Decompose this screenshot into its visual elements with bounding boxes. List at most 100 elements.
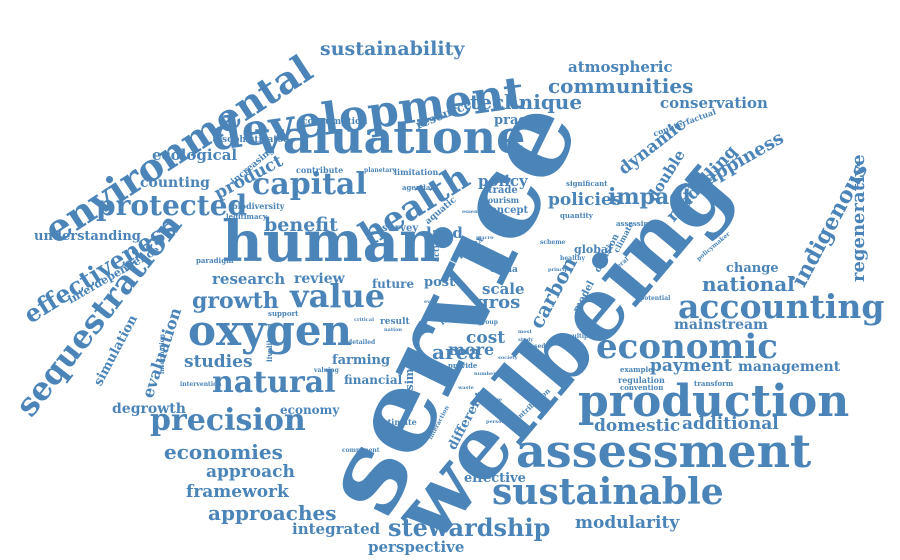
word-manage: manage [480, 397, 503, 403]
word-modularity: modularity [575, 513, 680, 533]
word-post: post [424, 275, 456, 290]
word-agenda: agenda [402, 183, 431, 192]
word-sophisticated: sophisticated [222, 135, 290, 145]
word-most: most [518, 329, 532, 335]
word-management: management [738, 359, 841, 375]
word-estimate: estimate [378, 417, 417, 427]
word-practice: practice [494, 113, 554, 128]
word-tourism: tourism [484, 195, 520, 205]
word-financial: financial [344, 373, 403, 387]
word-studies: studies [184, 352, 253, 372]
word-planetary: planetary [364, 167, 396, 174]
word-value: value [290, 277, 386, 315]
word-support: support [268, 309, 299, 318]
word-contribute: contribute [296, 165, 344, 175]
word-quantity: quantity [560, 211, 593, 220]
word-scale: scale [482, 280, 525, 298]
word-macro: macro [476, 235, 494, 241]
word-review: review [294, 271, 345, 287]
word-component: component [342, 447, 380, 454]
word-multiple: multiple [566, 333, 595, 340]
word-domestic: domestic [594, 416, 681, 436]
word-critical: critical [354, 317, 374, 323]
word-number: number [474, 371, 496, 377]
word-significant: significant [566, 179, 608, 188]
word-effective: effective [464, 471, 526, 486]
word-capital: capital [252, 167, 367, 202]
word-natural: natural [212, 365, 336, 400]
word-conservation: conservation [660, 94, 768, 112]
word-technique: technique [470, 90, 583, 114]
word-atmospheric: atmospheric [568, 58, 673, 76]
word-economy: economy [280, 403, 340, 417]
word-regulation: regulation [618, 375, 665, 385]
word-concept: concept [484, 205, 529, 216]
word-approach: approach [206, 462, 295, 482]
word-accounting: accounting [678, 287, 885, 326]
word-economies: economies [164, 440, 283, 464]
word-social: social [482, 255, 502, 262]
word-policies: policies [548, 190, 622, 210]
word-impact: impact [608, 184, 693, 210]
word-livelihood: livelihood [265, 323, 274, 362]
word-valuatione: valuatione [256, 110, 526, 164]
word-provide: provide [448, 361, 478, 370]
word-nature: nature [488, 219, 522, 229]
word-land: land [426, 224, 463, 242]
word-detailed: detailed [348, 339, 376, 346]
word-consumption: consumption [302, 117, 368, 127]
word-biodiversity: biodiversity [232, 201, 285, 211]
word-principle: principle [548, 267, 574, 273]
word-personnel: personnel [486, 419, 514, 425]
word-additional: additional [682, 414, 779, 434]
word-potential: potential [640, 295, 671, 302]
word-national: national [702, 272, 795, 296]
word-regenerative: regenerative [848, 154, 869, 282]
word-area: area [432, 340, 482, 364]
word-example: example [620, 365, 653, 374]
word-approaches: approaches [208, 501, 337, 525]
word-mainstream: mainstream [674, 317, 768, 333]
word-policy: policy [478, 172, 528, 190]
word-protected: protected [96, 189, 248, 222]
word-global: global [574, 243, 613, 256]
word-nation: nation [384, 327, 403, 333]
word-convention: convention [620, 383, 664, 392]
word-stewardship: stewardship [388, 513, 551, 542]
word-valuing: valuing [314, 367, 339, 374]
word-information: information [159, 333, 166, 374]
word-precision: precision [150, 403, 306, 438]
word-sustainability: sustainability [320, 38, 465, 60]
word-payment: payment [650, 356, 732, 376]
word-result: result [380, 317, 410, 327]
word-communities: communities [548, 74, 694, 98]
word-waste: waste [458, 385, 474, 391]
word-healthy: healthy [560, 255, 585, 262]
word-transform: transform [694, 379, 734, 388]
word-production: production [578, 376, 850, 427]
word-study: study [518, 337, 534, 343]
word-action: action [431, 234, 441, 262]
word-sustainable: sustainable [492, 471, 724, 513]
word-legitimacy: legitimacy [226, 212, 267, 221]
word-survey: survey [382, 223, 419, 234]
word-assessment: assessment [516, 424, 812, 478]
word-perspective: perspective [368, 538, 465, 556]
word-benefit: benefit [264, 214, 338, 236]
word-counting: counting [140, 175, 210, 191]
word-assessing: assessing [616, 219, 654, 228]
word-research: research [212, 270, 286, 288]
word-cost: cost [466, 328, 506, 348]
word-more: more [448, 340, 495, 359]
word-future: future [372, 277, 415, 291]
word-ecological: ecological [152, 146, 238, 164]
word-intervention: intervention [180, 381, 222, 388]
word-framework: framework [186, 482, 289, 502]
word-limitation: limitation [394, 167, 439, 177]
word-scheme: scheme [540, 239, 566, 246]
word-oxygen: oxygen [188, 306, 353, 355]
word-group: group [478, 319, 498, 326]
word-economic: economic [596, 327, 779, 367]
word-human: human [222, 209, 440, 275]
